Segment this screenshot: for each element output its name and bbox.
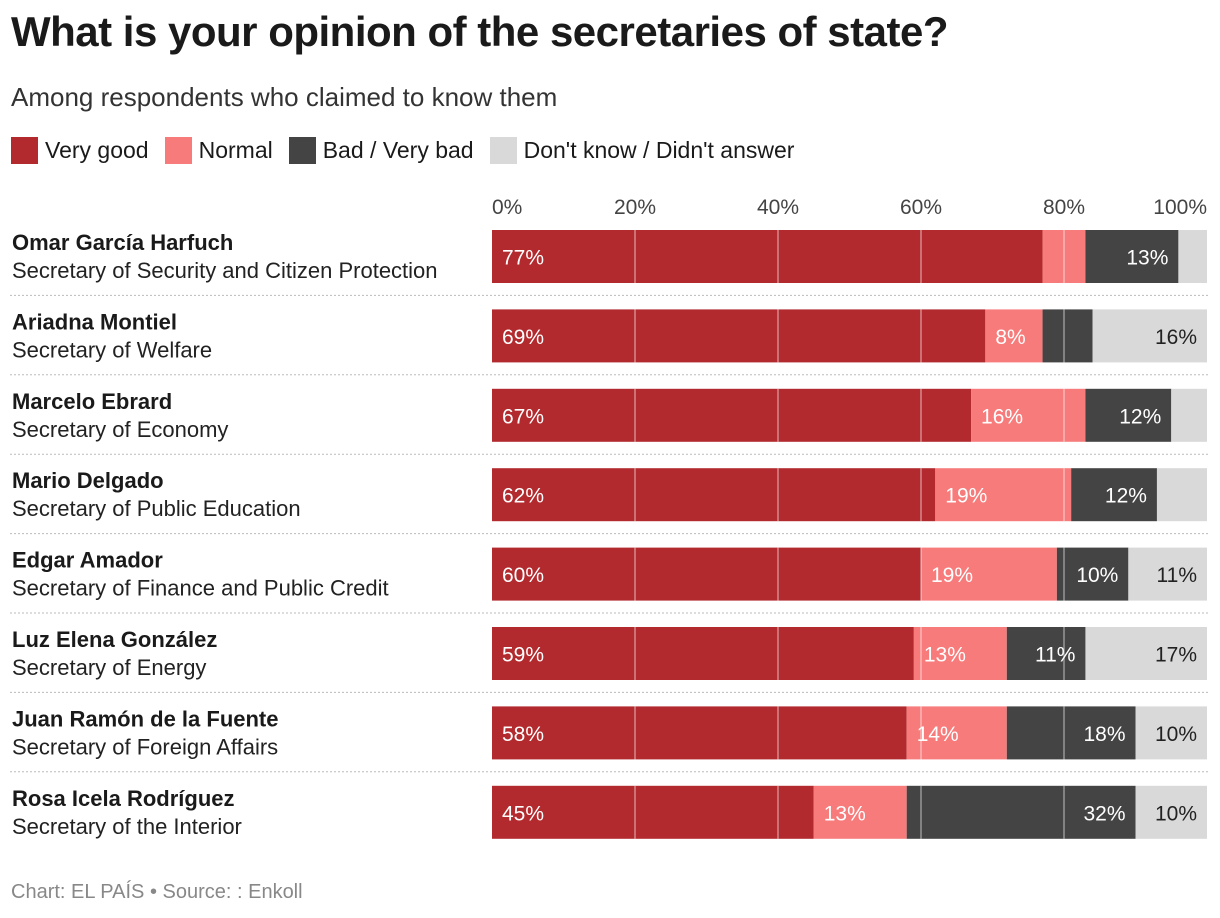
category-name: Ariadna Montiel	[12, 309, 177, 334]
data-label: 32%	[1083, 802, 1125, 825]
legend-item-normal: Normal	[164, 137, 273, 164]
bar-segment	[971, 388, 1086, 442]
legend-item-dont-know: Don't know / Didn't answer	[489, 137, 795, 164]
data-label: 13%	[924, 644, 966, 667]
bar-segment	[1056, 547, 1129, 601]
bar-segment	[1042, 309, 1093, 363]
bar-segment	[492, 785, 814, 839]
bar-segment	[906, 706, 1007, 760]
data-label: 11%	[1035, 644, 1075, 667]
bar-segment	[492, 547, 921, 601]
legend-label: Normal	[198, 137, 273, 163]
data-label: 13%	[824, 802, 866, 825]
chart-title: What is your opinion of the secretaries …	[11, 8, 949, 55]
bar-segment	[1085, 627, 1207, 680]
category-name: Marcelo Ebrard	[12, 389, 172, 414]
legend-label: Don't know / Didn't answer	[523, 137, 795, 163]
bar-segment	[1006, 627, 1086, 680]
chart-footer: Chart: EL PAÍS • Source: : Enkoll	[11, 881, 303, 903]
category-role: Secretary of Welfare	[12, 337, 212, 362]
category-role: Secretary of the Interior	[12, 814, 242, 839]
data-label: 14%	[917, 723, 959, 746]
category-name: Mario Delgado	[12, 468, 164, 493]
x-tick-label: 60%	[900, 196, 942, 219]
bar-segment	[1071, 468, 1157, 522]
category-name: Edgar Amador	[12, 548, 163, 573]
category-role: Secretary of Foreign Affairs	[12, 734, 278, 759]
legend-item-bad: Bad / Very bad	[288, 137, 474, 164]
data-label: 60%	[502, 564, 544, 587]
data-label: 67%	[502, 405, 544, 428]
category-role: Secretary of Public Education	[12, 496, 301, 521]
data-label: 19%	[945, 485, 987, 508]
bar-segment	[921, 547, 1057, 601]
x-tick-label: 100%	[1153, 196, 1207, 219]
legend-swatch	[11, 137, 38, 164]
bar-segment	[1128, 547, 1207, 601]
data-label: 10%	[1155, 723, 1197, 746]
bar-segment	[492, 627, 914, 680]
x-tick-label: 0%	[492, 196, 522, 219]
data-label: 19%	[931, 564, 973, 587]
legend-swatch	[288, 137, 316, 164]
legend-label: Bad / Very bad	[322, 137, 474, 163]
bar-segment	[1171, 388, 1207, 442]
data-label: 18%	[1083, 723, 1125, 746]
bar-segment	[1178, 230, 1207, 283]
data-label: 77%	[502, 247, 544, 270]
bar-segment	[1085, 388, 1172, 442]
data-label: 12%	[1105, 485, 1147, 508]
category-role: Secretary of Security and Citizen Protec…	[12, 258, 438, 283]
bar-segment	[492, 706, 907, 760]
category-role: Secretary of Finance and Public Credit	[12, 576, 389, 601]
bar-segment	[813, 785, 907, 839]
chart-subtitle: Among respondents who claimed to know th…	[11, 82, 558, 112]
data-label: 62%	[502, 485, 544, 508]
bar-segment	[1156, 468, 1207, 522]
legend: Very good Normal Bad / Very bad Don't kn…	[11, 137, 794, 164]
data-label: 8%	[995, 326, 1025, 349]
legend-swatch	[164, 137, 192, 164]
bar-segment	[913, 627, 1007, 680]
category-name: Luz Elena González	[12, 627, 217, 652]
bar-segment	[492, 309, 986, 363]
bar-segment	[1042, 230, 1086, 283]
bar-segment	[1006, 706, 1136, 760]
category-role: Secretary of Economy	[12, 417, 228, 442]
category-role: Secretary of Energy	[12, 655, 206, 680]
data-label: 59%	[502, 644, 544, 667]
bar-segment	[906, 785, 1136, 839]
data-label: 11%	[1157, 564, 1197, 587]
data-label: 58%	[502, 723, 544, 746]
data-label: 17%	[1155, 644, 1197, 667]
data-label: 16%	[1155, 326, 1197, 349]
x-tick-label: 40%	[757, 196, 799, 219]
bar-segment	[1085, 230, 1179, 283]
data-label: 69%	[502, 326, 544, 349]
legend-label: Very good	[45, 137, 149, 163]
data-label: 45%	[502, 802, 544, 825]
bar-segment	[935, 468, 1072, 522]
data-label: 16%	[981, 405, 1023, 428]
x-tick-label: 20%	[614, 196, 656, 219]
bar-segment	[492, 388, 972, 442]
data-label: 10%	[1155, 802, 1197, 825]
legend-item-very-good: Very good	[11, 137, 149, 164]
legend-swatch	[489, 137, 517, 164]
bar-segment	[492, 468, 936, 522]
category-name: Juan Ramón de la Fuente	[12, 706, 279, 731]
bar-segment	[1135, 785, 1207, 839]
bar-segment	[1135, 706, 1207, 760]
data-label: 13%	[1126, 247, 1168, 270]
x-tick-label: 80%	[1043, 196, 1085, 219]
bar-segment	[492, 230, 1043, 283]
bar-segment	[1092, 309, 1207, 363]
data-label: 12%	[1119, 405, 1161, 428]
category-name: Omar García Harfuch	[12, 230, 233, 255]
data-label: 10%	[1076, 564, 1118, 587]
category-name: Rosa Icela Rodríguez	[12, 786, 235, 811]
bar-segment	[985, 309, 1043, 363]
